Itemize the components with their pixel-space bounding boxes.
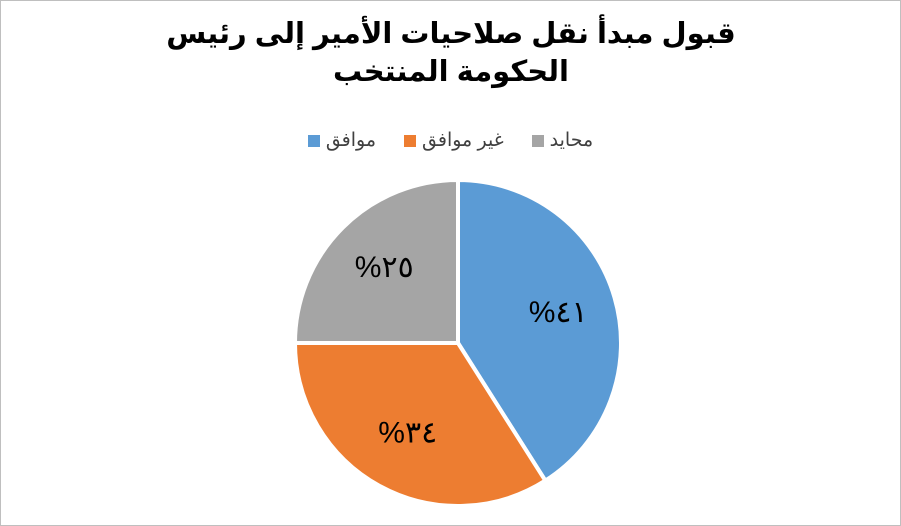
data-label: ٣٤% xyxy=(378,416,437,449)
chart-title: قبول مبدأ نقل صلاحيات الأمير إلى رئيس ال… xyxy=(166,18,736,88)
legend-swatch xyxy=(531,134,544,147)
legend-swatch xyxy=(307,134,320,147)
legend-item: موافق xyxy=(307,129,377,152)
legend-label: محايد xyxy=(549,130,594,151)
pie-slice xyxy=(292,341,549,508)
pie-slice xyxy=(292,177,460,345)
data-label: ٤١% xyxy=(529,296,588,329)
legend-item: غير موافق xyxy=(404,129,504,152)
legend: موافق غير موافق محايد xyxy=(1,129,900,152)
legend-label: موافق xyxy=(325,130,377,151)
data-label: ٢٥% xyxy=(355,251,414,284)
legend-swatch xyxy=(404,134,417,147)
legend-item: محايد xyxy=(531,129,594,152)
legend-label: غير موافق xyxy=(422,130,504,151)
